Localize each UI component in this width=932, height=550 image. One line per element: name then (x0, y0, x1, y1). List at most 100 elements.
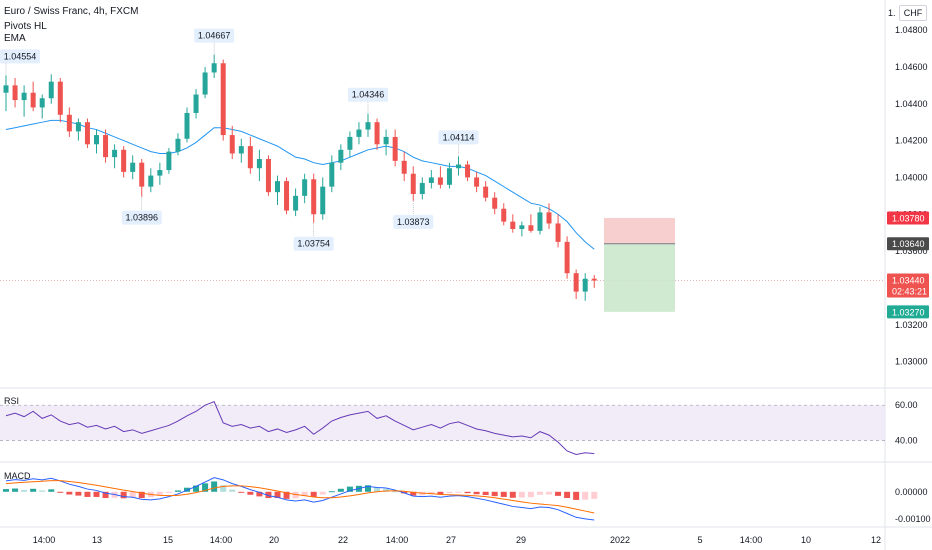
macd-tick-label: 0.00000 (895, 487, 928, 497)
candle-body (12, 85, 18, 101)
macd-histogram-bar (428, 491, 435, 495)
macd-histogram-bar (446, 491, 453, 494)
macd-histogram-bar (509, 491, 516, 498)
macd-histogram-bar (238, 491, 245, 493)
time-tick-label: 14:00 (386, 535, 409, 545)
price-tag-label: 1.03270 (892, 307, 925, 317)
macd-histogram-bar (174, 490, 181, 492)
macd-histogram-bar (491, 491, 498, 497)
macd-histogram-bar (374, 487, 381, 492)
candle-body (220, 63, 226, 136)
indicator-ema-label[interactable]: EMA (4, 33, 26, 44)
candle-body (446, 168, 452, 185)
macd-pane-label[interactable]: MACD (4, 471, 31, 481)
price-tag (887, 237, 929, 251)
price-tick-label: 1.04200 (895, 136, 928, 146)
price-tick-label: 1.03000 (895, 357, 928, 367)
time-tick-label: 13 (92, 535, 102, 545)
pivot-label: 1.04554 (4, 51, 37, 61)
candle-body (302, 179, 308, 196)
price-tag-label: 1.03440 (892, 276, 925, 286)
pivot-label: 1.04667 (198, 31, 231, 41)
macd-histogram-bar (337, 488, 344, 492)
candle-body (103, 135, 109, 158)
candle-body (229, 135, 235, 154)
macd-histogram-bar (12, 488, 19, 492)
macd-histogram-bar (93, 491, 100, 497)
candle-body (374, 122, 380, 145)
time-tick-label: 27 (446, 535, 456, 545)
candle-body (383, 136, 389, 145)
pivot-box (393, 214, 434, 229)
pivot-labels: 1.04554 1.04667 1.04346 1.04114 1.03896 1.037… (0, 28, 479, 251)
candle-body (474, 177, 480, 187)
macd-histogram-bar (57, 491, 64, 493)
price-tick-label: 1.03600 (895, 246, 928, 256)
pivot-label: 1.04114 (443, 132, 475, 142)
candle-body (48, 81, 54, 99)
candle-body (211, 63, 217, 73)
candles (3, 54, 597, 301)
macd-histogram-bar (220, 485, 227, 492)
macd-pane (3, 477, 598, 521)
price-tag (887, 305, 929, 319)
macd-histogram-bar (527, 491, 534, 498)
symbol-title[interactable]: Euro / Swiss Franc, 4h, FXCM (4, 6, 139, 17)
candle-body (338, 149, 344, 163)
candle-body (401, 160, 407, 174)
candle-body (329, 162, 335, 187)
candle-body (39, 98, 45, 108)
price-tag (887, 273, 929, 298)
currency-button[interactable]: CHF (899, 5, 927, 21)
time-tick-label: 22 (338, 535, 348, 545)
candle-body (175, 138, 181, 152)
candle-body (184, 112, 190, 139)
candle-body (284, 181, 290, 211)
candle-body (501, 208, 507, 222)
macd-histogram-bar (319, 491, 326, 495)
indicator-pivots-label[interactable]: Pivots HL (4, 21, 47, 32)
macd-histogram-bar (582, 491, 589, 500)
candle-body (573, 273, 579, 292)
candle-body (139, 162, 145, 187)
time-tick-label: 5 (697, 535, 702, 545)
candle-body (564, 241, 570, 274)
candle-body (365, 122, 371, 130)
pivot-box (121, 210, 162, 225)
macd-histogram-bar (536, 491, 543, 495)
time-tick-label: 15 (163, 535, 173, 545)
price-tick-label: 1.04800 (895, 25, 928, 35)
macd-signal-line (5, 480, 595, 514)
candle-body (537, 212, 543, 231)
candle-body (247, 146, 253, 169)
candle-body (57, 81, 63, 115)
macd-histogram-bar (30, 488, 37, 492)
macd-histogram-bar (301, 491, 308, 497)
candle-body (66, 114, 72, 132)
candle-body (356, 129, 362, 137)
macd-histogram-bar (256, 491, 263, 497)
candle-body (555, 223, 561, 242)
price-tag (887, 211, 929, 225)
macd-histogram-bar (346, 486, 353, 492)
rsi-pane-label[interactable]: RSI (4, 396, 20, 406)
candle-body (148, 175, 154, 187)
position-tool[interactable] (604, 217, 675, 312)
macd-histogram-bar (229, 489, 236, 492)
time-tick-label: 2022 (610, 535, 630, 545)
ema-layer (5, 119, 595, 250)
stop-loss-zone (604, 217, 675, 244)
macd-histogram-bar (482, 491, 489, 496)
candle-body (84, 122, 90, 145)
time-tick-label: 29 (516, 535, 526, 545)
macd-histogram-bar (328, 491, 335, 493)
macd-histogram-bar (500, 491, 507, 497)
time-axis[interactable]: 14:00 13 15 14:00 20 22 14:00 27 29 2022 5 14:00 10 1… (33, 535, 881, 545)
time-tick-label: 20 (269, 535, 279, 545)
time-tick-label: 14:00 (740, 535, 763, 545)
macd-histogram-bar (120, 491, 127, 499)
macd-histogram-bar (410, 491, 417, 496)
macd-histogram-bar (518, 491, 525, 498)
price-tick-label: 1.04400 (895, 99, 928, 109)
